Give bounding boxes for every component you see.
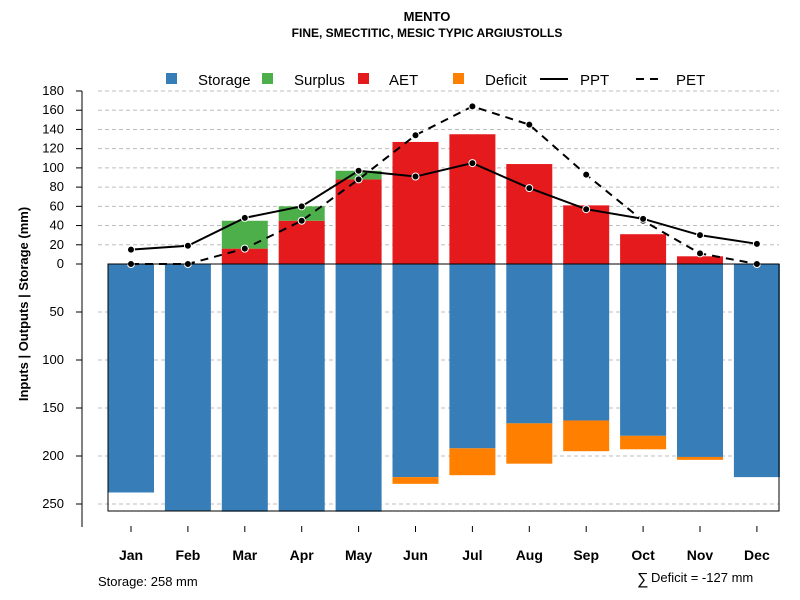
- bars: [108, 134, 780, 512]
- x-tick-label: Dec: [744, 547, 770, 563]
- y-tick-label: 200: [42, 448, 64, 463]
- pet-line: [131, 105, 758, 265]
- lower-plot-border: [107, 263, 780, 512]
- y-tick-label: 80: [50, 179, 64, 194]
- x-tick-label: Feb: [175, 547, 200, 563]
- ppt-line: [130, 162, 758, 251]
- ppt-point: [297, 202, 306, 211]
- x-tick-label: Oct: [631, 547, 655, 563]
- storage-bar: [620, 264, 667, 436]
- legend-aet-swatch: [358, 73, 369, 84]
- legend-surplus-label: Surplus: [294, 72, 345, 89]
- chart-subtitle: FINE, SMECTITIC, MESIC TYPIC ARGIUSTOLLS: [292, 26, 563, 40]
- aet-bar: [335, 179, 382, 264]
- legend-deficit-label: Deficit: [485, 72, 528, 89]
- y-tick-label: 50: [50, 304, 64, 319]
- storage-bar: [335, 264, 382, 512]
- ppt-point: [639, 214, 648, 223]
- storage-bar: [677, 264, 723, 457]
- legend-aet-label: AET: [389, 72, 418, 89]
- legend-surplus-swatch: [262, 73, 273, 84]
- y-tick-label: 250: [42, 496, 64, 511]
- y-axis-label: Inputs | Outputs | Storage (mm): [16, 207, 31, 401]
- series-lines: [127, 102, 761, 268]
- aet-bar: [449, 134, 496, 264]
- storage-bar: [278, 264, 325, 512]
- storage-total-label: Storage: 258 mm: [98, 574, 198, 589]
- pet-point: [582, 170, 591, 179]
- surplus-bar: [335, 170, 382, 180]
- ppt-point: [127, 245, 135, 254]
- aet-bar: [392, 141, 439, 264]
- ppt-point: [468, 159, 477, 168]
- surplus-bar: [278, 206, 325, 221]
- deficit-bar: [506, 423, 553, 464]
- legend-storage-label: Storage: [198, 72, 251, 89]
- x-tick-label: Nov: [687, 547, 714, 563]
- y-tick-label: 0: [57, 256, 64, 271]
- x-tick-label: Aug: [516, 547, 543, 563]
- storage-bar: [164, 264, 211, 511]
- y-tick-label: 150: [42, 400, 64, 415]
- deficit-bar: [620, 435, 667, 450]
- x-tick-label: Mar: [232, 547, 257, 563]
- pet-point: [354, 175, 363, 184]
- x-tick-label: Apr: [290, 547, 315, 563]
- ppt-point: [525, 184, 534, 193]
- storage-bar: [449, 264, 496, 449]
- chart-legend: Storage Surplus AET Deficit PPT PET: [166, 72, 705, 89]
- y-tick-label: 40: [50, 218, 64, 233]
- deficit-bar: [392, 477, 439, 484]
- ppt-point: [411, 172, 420, 181]
- y-tick-label: 60: [50, 198, 64, 213]
- pet-point: [411, 131, 420, 140]
- legend-ppt-label: PPT: [580, 72, 609, 89]
- x-tick-label: Jun: [403, 547, 428, 563]
- aet-bar: [278, 220, 325, 264]
- axes: 0 20 40 60 80 100 120 140 160 180 50 100 150 200 250 Ja…: [42, 83, 780, 563]
- x-tick-label: Jan: [119, 547, 143, 563]
- aet-bar: [563, 205, 610, 264]
- deficit-bar: [449, 448, 496, 476]
- storage-bar: [563, 264, 610, 421]
- ppt-point: [696, 231, 704, 240]
- y-tick-label: 160: [42, 102, 64, 117]
- x-tick-label: Sep: [573, 547, 599, 563]
- ppt-point: [582, 205, 591, 214]
- legend-storage-swatch: [166, 73, 177, 84]
- ppt-point: [752, 239, 761, 248]
- pet-point: [696, 249, 704, 258]
- chart-title: MENTO: [404, 9, 451, 24]
- storage-bar: [221, 264, 268, 512]
- deficit-total-label: Deficit = -127 mm: [651, 570, 753, 585]
- storage-bar: [108, 264, 154, 493]
- x-tick-label: May: [345, 547, 372, 563]
- aet-bar: [506, 164, 553, 264]
- storage-bar: [392, 264, 439, 478]
- deficit-bar: [563, 420, 610, 452]
- y-tick-label: 100: [42, 352, 64, 367]
- deficit-bar: [677, 456, 723, 460]
- pet-point: [297, 216, 306, 225]
- ppt-point: [354, 166, 363, 175]
- ppt-point: [240, 213, 249, 222]
- sum-symbol: ∑: [637, 571, 648, 588]
- y-tick-label: 140: [42, 121, 64, 136]
- legend-deficit-swatch: [453, 73, 464, 84]
- ppt-point: [183, 241, 192, 250]
- y-tick-label: 100: [42, 160, 64, 175]
- y-tick-label: 20: [50, 237, 64, 252]
- aet-bar: [677, 256, 723, 264]
- storage-bar: [506, 264, 553, 424]
- x-tick-label: Jul: [462, 547, 482, 563]
- legend-pet-label: PET: [676, 72, 705, 89]
- pet-point: [525, 120, 534, 129]
- aet-bar: [620, 234, 667, 264]
- storage-bar: [733, 264, 780, 478]
- pet-point: [468, 102, 477, 111]
- pet-point: [240, 244, 249, 253]
- y-tick-label: 120: [42, 141, 64, 156]
- y-tick-label: 180: [42, 83, 64, 98]
